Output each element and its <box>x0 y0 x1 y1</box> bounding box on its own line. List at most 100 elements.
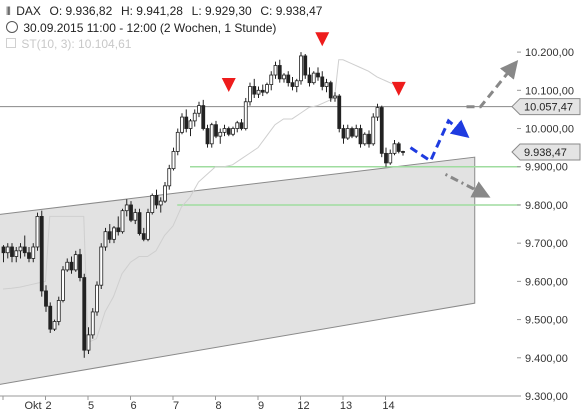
close-value: C: 9.938,47 <box>260 4 323 18</box>
candle-body <box>116 227 121 233</box>
candle-body <box>120 210 125 233</box>
candle-body <box>107 231 112 240</box>
y-tick-label: 9.300,00 <box>525 391 568 403</box>
candle-body <box>22 246 27 254</box>
candle-body <box>354 128 359 137</box>
indicator-label: ST(10, 3): 10.104,61 <box>21 37 132 51</box>
last-price-label: 9.938,47 <box>524 147 567 159</box>
candle-body <box>133 212 138 221</box>
channel-area <box>0 156 476 385</box>
candle-body <box>265 84 269 93</box>
y-tick-label: 9.700,00 <box>525 238 568 250</box>
candle-body <box>27 252 31 259</box>
candle-body <box>256 89 261 95</box>
candle-body <box>269 74 274 85</box>
gray-down-arrow <box>444 173 491 198</box>
candle-body <box>82 277 87 351</box>
clock-icon <box>6 21 18 33</box>
x-tick-label: Okt <box>24 400 41 412</box>
candle-body <box>137 212 142 235</box>
forecast-arrows <box>221 32 519 198</box>
candle-body <box>341 128 346 139</box>
candle-body <box>320 76 325 87</box>
candle-body <box>112 227 116 240</box>
candle-body <box>311 72 316 84</box>
candle-body <box>192 112 197 122</box>
x-axis: Okt 2 5 6 7 8 9 12 13 14 <box>0 395 520 412</box>
y-tick-label: 10.000,00 <box>525 124 574 136</box>
candle-body <box>14 250 19 257</box>
candle-body <box>307 74 312 84</box>
x-tick-label: 2 <box>45 400 51 412</box>
red-arrow-icon <box>315 32 330 47</box>
candle-body <box>239 122 244 129</box>
candle-body <box>282 74 286 80</box>
last-price-box <box>511 143 581 161</box>
candle-body <box>73 254 78 271</box>
candle-body <box>226 128 231 135</box>
high-value: H: 9.941,28 <box>120 4 183 18</box>
candle-body <box>401 151 405 153</box>
x-tick-label: 14 <box>382 400 394 412</box>
candle-body <box>328 82 333 99</box>
candle-body <box>141 233 146 240</box>
candle-body <box>371 116 376 145</box>
candle-body <box>231 128 235 135</box>
candle-body <box>396 143 401 152</box>
price-boxes: 10.057,47 9.938,47 <box>511 98 581 161</box>
candle-body <box>167 168 172 187</box>
red-arrow-icon <box>221 78 236 93</box>
candle-body <box>146 212 150 240</box>
candle-body <box>18 246 23 252</box>
candle-body <box>99 246 104 286</box>
y-axis: 10.200,00 10.100,00 10.000,00 9.900,00 9.800… <box>517 47 574 403</box>
candle-body <box>201 105 206 129</box>
candle-body <box>235 122 240 129</box>
candle-body <box>5 246 10 254</box>
resistance-price-label: 10.057,47 <box>524 102 573 114</box>
candle-body <box>392 143 397 154</box>
gray-up-arrow <box>466 60 519 109</box>
candle-body <box>350 128 354 137</box>
candle-body <box>375 107 380 118</box>
candle-body <box>180 116 184 133</box>
candle-body <box>39 216 44 292</box>
x-tick-label: 8 <box>215 400 221 412</box>
candle-body <box>78 254 82 278</box>
open-value: O: 9.936,82 <box>49 4 113 18</box>
candle-body <box>103 231 108 248</box>
supertrend-path <box>2 59 403 344</box>
indicator-row: ST(10, 3): 10.104,61 <box>6 37 133 51</box>
candle-body <box>388 152 393 164</box>
candle-body <box>31 246 36 259</box>
candle-body <box>163 185 167 202</box>
candlesticks <box>1 52 405 358</box>
candle-body <box>154 194 159 206</box>
y-tick-label: 9.500,00 <box>525 315 568 327</box>
supertrend-line <box>2 59 403 344</box>
candle-body <box>35 216 40 248</box>
low-value: L: 9.929,30 <box>191 4 252 18</box>
candle-body <box>222 128 227 133</box>
candle-body <box>303 55 308 76</box>
y-tick-label: 9.600,00 <box>525 276 568 288</box>
y-tick-label: 10.100,00 <box>525 85 574 97</box>
trend-channel <box>0 156 476 385</box>
y-tick-label: 10.200,00 <box>525 47 574 59</box>
candle-body <box>337 95 342 129</box>
candle-body <box>56 300 61 322</box>
candle-body <box>277 65 282 80</box>
y-tick-label: 9.900,00 <box>525 162 568 174</box>
candle-body <box>86 334 91 351</box>
candle-body <box>150 194 155 213</box>
indicator-swatch-icon <box>6 38 16 48</box>
candle-body <box>379 107 384 154</box>
candle-body <box>48 305 53 330</box>
chart-header: ⦀ DAX O: 9.936,82 H: 9.941,28 L: 9.929,3… <box>6 4 324 19</box>
candle-body <box>218 131 223 137</box>
candle-body <box>290 82 295 87</box>
red-arrow-icon <box>391 81 406 96</box>
candle-body <box>171 151 176 170</box>
candle-body <box>69 261 74 271</box>
